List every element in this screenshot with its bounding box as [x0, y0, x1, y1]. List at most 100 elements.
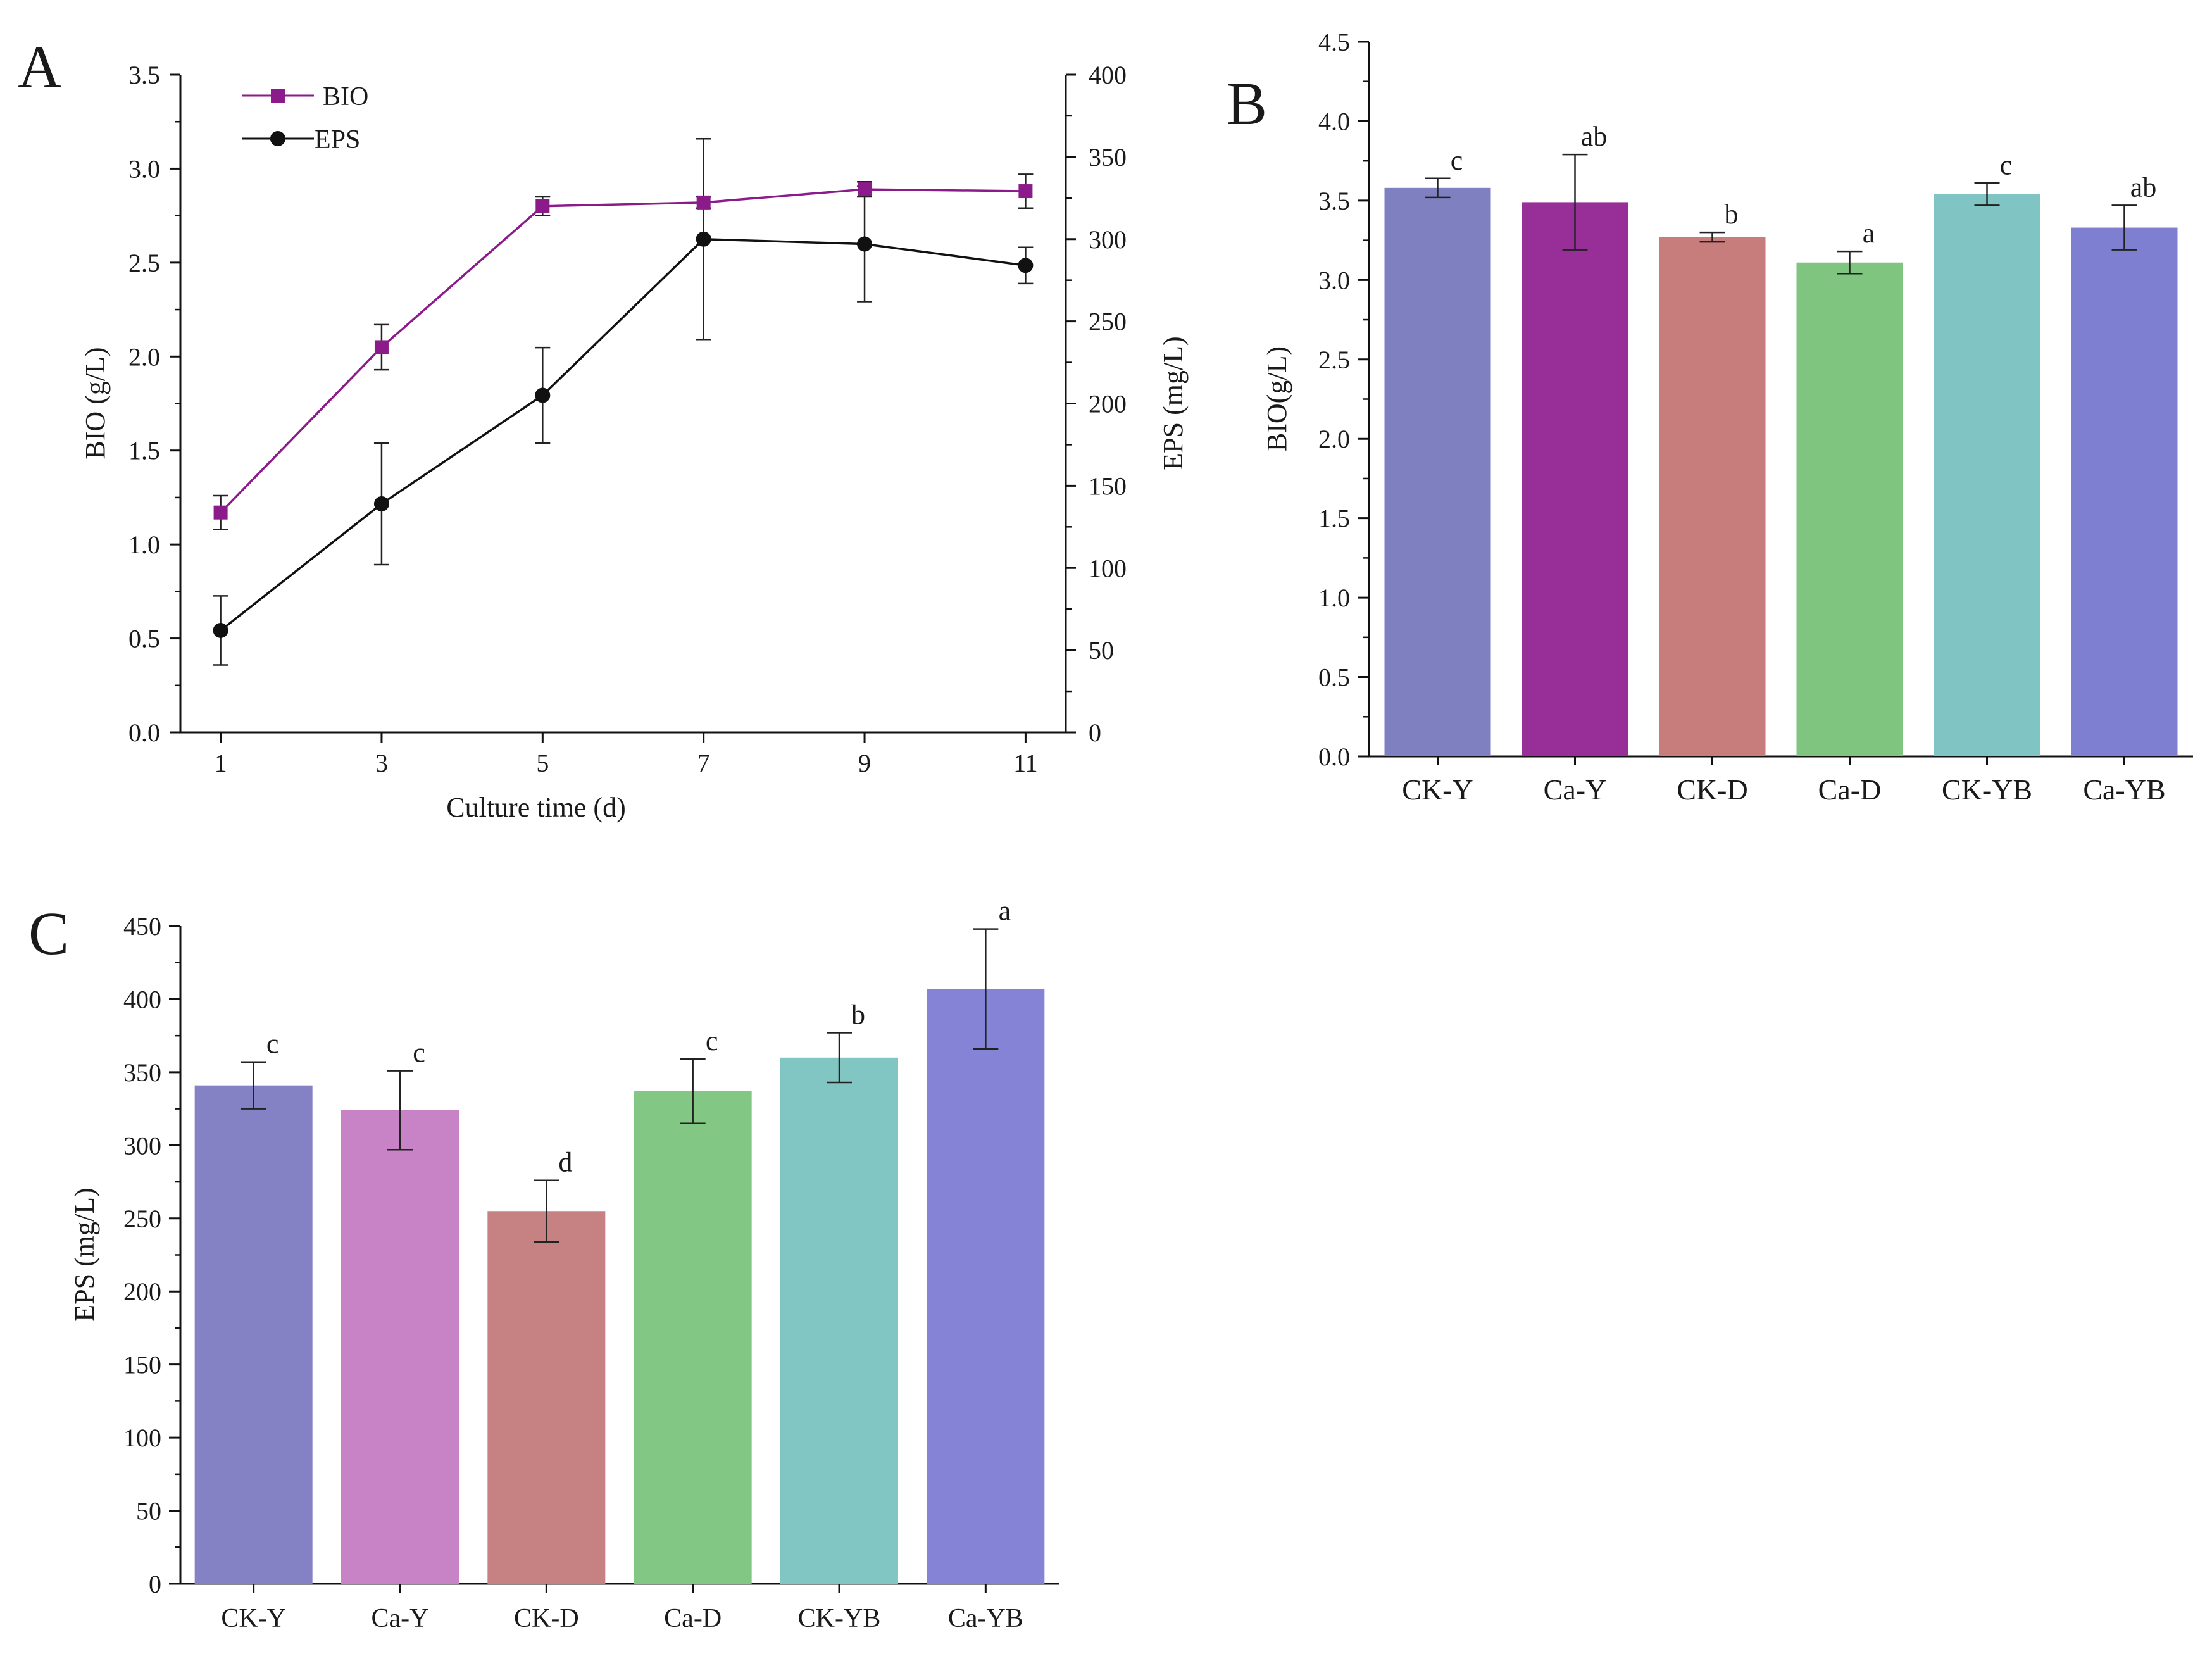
b-bar-ck-yb — [1934, 194, 2040, 756]
panel-a-ylabel: BIO (g/L) — [80, 347, 111, 459]
a-y2tick-label: 50 — [1089, 636, 1114, 665]
panel-c-label: C — [28, 899, 69, 967]
panel-b-label: B — [1227, 70, 1267, 137]
c-xtick-label: Ca-YB — [948, 1604, 1023, 1633]
panel-b-bars: c ab b a c ab — [1384, 121, 2178, 757]
c-error-bar — [241, 1061, 266, 1110]
b-ytick-label: 3.0 — [1318, 266, 1350, 294]
a-bio-line — [220, 188, 1026, 513]
b-ytick-label: 0.5 — [1318, 663, 1350, 692]
b-sig-label: a — [1863, 218, 1875, 249]
c-ytick-label: 450 — [123, 912, 161, 941]
c-ytick-label: 200 — [123, 1277, 161, 1306]
a-y2tick-label: 400 — [1089, 61, 1127, 89]
a-ytick-label: 0.5 — [128, 625, 160, 653]
b-bar-ck-d — [1659, 237, 1766, 756]
panel-a-label: A — [18, 33, 61, 101]
b-sig-label: ab — [1581, 121, 1608, 152]
c-ytick-label: 300 — [123, 1131, 161, 1160]
a-xtick-label: 3 — [375, 749, 388, 777]
panel-a-ticks: 0.0 0.5 1.0 1.5 2.0 2.5 3.0 3.5 0 50 100 150 200 250 3… — [128, 61, 1127, 777]
c-xtick-label: Ca-Y — [372, 1604, 429, 1633]
c-bar-ca-y — [341, 1110, 459, 1584]
b-error-bar — [2111, 204, 2137, 251]
c-sig-label: d — [558, 1147, 572, 1178]
a-bio-point — [1018, 184, 1033, 199]
a-y2tick-label: 200 — [1089, 390, 1127, 418]
b-bar-ca-yb — [2071, 227, 2178, 756]
c-xtick-label: CK-YB — [798, 1604, 881, 1633]
a-eps-point — [857, 236, 873, 252]
a-eps-point — [213, 622, 228, 638]
b-bar-ca-d — [1796, 262, 1903, 756]
c-sig-label: c — [706, 1025, 718, 1056]
panel-c: C 0 50 100 150 200 250 300 350 400 450 CK-Y Ca-Y CK-… — [28, 896, 1059, 1633]
c-error-bar — [680, 1058, 706, 1124]
a-eps-point — [696, 231, 711, 247]
panel-b-axes — [1368, 42, 2193, 758]
panel-b-ylabel: BIO(g/L) — [1261, 346, 1292, 451]
panel-a-xlabel: Culture time (d) — [446, 792, 626, 823]
b-xtick-label: CK-Y — [1402, 774, 1473, 806]
a-bio-point — [535, 199, 550, 213]
b-bar-ca-y — [1522, 202, 1628, 756]
b-xtick-label: CK-YB — [1942, 774, 2032, 806]
c-sig-label: b — [851, 1000, 865, 1031]
c-error-bar — [973, 928, 999, 1050]
a-y2tick-label: 100 — [1089, 554, 1127, 582]
a-xtick-label: 7 — [697, 749, 710, 777]
a-bio-point — [374, 340, 389, 354]
c-xtick-label: CK-D — [514, 1604, 579, 1633]
c-ytick-label: 250 — [123, 1205, 161, 1233]
a-ytick-label: 2.0 — [128, 342, 160, 371]
c-ytick-label: 100 — [123, 1424, 161, 1452]
b-ytick-label: 2.5 — [1318, 346, 1350, 374]
a-ytick-label: 0.0 — [128, 718, 160, 747]
b-sig-label: b — [1725, 199, 1739, 230]
c-error-bar — [387, 1070, 413, 1151]
c-ytick-label: 400 — [123, 985, 161, 1013]
c-sig-label: c — [266, 1029, 279, 1060]
a-ytick-label: 1.0 — [128, 530, 160, 559]
legend-bio-label: BIO — [323, 82, 368, 111]
c-sig-label: a — [999, 896, 1011, 927]
a-y2tick-label: 150 — [1089, 472, 1127, 500]
b-error-bar — [1837, 250, 1863, 275]
panel-c-ticks: 0 50 100 150 200 250 300 350 400 450 CK-Y Ca-Y CK-D C… — [123, 912, 1023, 1633]
c-ytick-label: 0 — [149, 1570, 161, 1598]
b-ytick-label: 1.5 — [1318, 505, 1350, 533]
b-ytick-label: 0.0 — [1318, 743, 1350, 771]
a-eps-point — [373, 496, 389, 511]
b-error-bar — [1562, 153, 1588, 251]
legend-eps-marker — [270, 131, 285, 146]
c-bar-ca-d — [634, 1091, 752, 1584]
panel-c-bars: c c d c b a — [194, 896, 1045, 1584]
a-xtick-label: 5 — [536, 749, 549, 777]
a-xtick-label: 1 — [215, 749, 227, 777]
legend-bio-marker — [271, 89, 285, 103]
a-eps-point — [535, 387, 551, 403]
panel-a-y2label: EPS (mg/L) — [1158, 336, 1189, 470]
a-ytick-label: 3.5 — [128, 61, 160, 89]
a-eps-point — [1018, 258, 1034, 273]
a-xtick-label: 11 — [1013, 749, 1038, 777]
a-y2tick-label: 0 — [1089, 718, 1101, 747]
panel-a-error-bars — [213, 138, 1034, 666]
b-sig-label: c — [2000, 149, 2013, 180]
a-y2tick-label: 350 — [1089, 143, 1127, 172]
c-bar-ca-yb — [927, 989, 1045, 1584]
c-ytick-label: 150 — [123, 1351, 161, 1379]
c-bar-ck-d — [487, 1211, 606, 1584]
panel-b-ticks: 0.0 0.5 1.0 1.5 2.0 2.5 3.0 3.5 4.0 4.5 CK-Y Ca-Y CK… — [1318, 28, 2166, 806]
panel-a-legend: BIO EPS — [242, 82, 368, 154]
b-ytick-label: 4.5 — [1318, 28, 1350, 56]
b-ytick-label: 3.5 — [1318, 187, 1350, 215]
c-bar-ck-y — [194, 1085, 313, 1584]
b-error-bar — [1974, 182, 2000, 206]
c-error-bar — [534, 1179, 559, 1243]
a-bio-point — [696, 195, 711, 210]
b-ytick-label: 1.0 — [1318, 584, 1350, 612]
b-xtick-label: Ca-D — [1818, 774, 1882, 806]
c-ytick-label: 50 — [136, 1497, 161, 1526]
panel-c-ylabel: EPS (mg/L) — [69, 1188, 100, 1321]
